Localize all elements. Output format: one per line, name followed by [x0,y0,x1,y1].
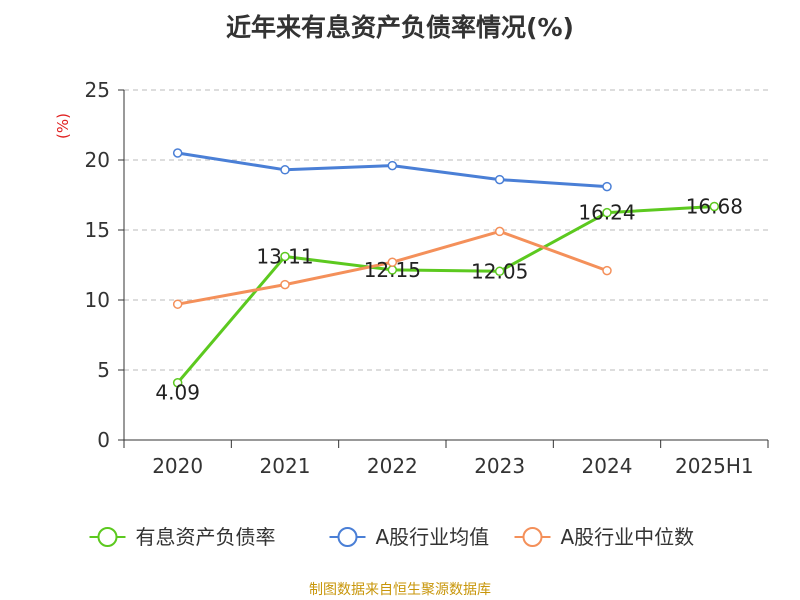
data-point [280,165,290,175]
source-note: 制图数据来自恒生聚源数据库 [309,582,491,598]
data-label: 12.05 [471,259,528,283]
series-line [176,204,715,384]
legend: 有息资产负债率 A股行业均值 A股行业中位数 [89,525,695,549]
legend-label: A股行业均值 [376,525,490,549]
x-tick-label: 2025H1 [675,454,754,478]
data-point [494,226,505,237]
data-point [602,207,612,218]
gridlines [124,89,768,371]
legend-item: A股行业均值 [329,525,490,549]
data-labels: 4.09 13.11 12.15 12.05 16.24 16.68 [155,194,743,404]
y-tick-label: 25 [85,78,110,102]
y-tick-label: 15 [85,218,110,242]
y-tick-label: 5 [97,358,110,382]
data-point [280,279,290,290]
data-label: 4.09 [155,381,200,405]
data-point [172,148,183,158]
data-point [494,266,505,277]
x-tick-label: 2023 [474,454,525,478]
data-point [387,257,398,267]
y-axis-label: (%) [54,113,72,139]
legend-item: A股行业中位数 [514,525,695,549]
x-tick-label: 2020 [152,454,203,478]
series-lines [172,148,720,388]
legend-label: A股行业中位数 [561,525,695,549]
data-point [602,181,612,192]
legend-label: 有息资产负债率 [136,525,276,549]
data-label: 16.68 [686,194,743,218]
data-label: 16.24 [578,201,635,225]
data-point [172,377,183,388]
data-label: 12.15 [364,258,421,282]
legend-marker [522,527,543,547]
data-point [280,251,290,262]
data-point [172,299,183,309]
data-point [494,174,505,185]
data-point [602,265,612,276]
axes: 0 5 10 15 20 25 (%) 2020 2021 2022 2023 2024 2025H1 [54,78,769,478]
x-tick-label: 2024 [582,454,633,478]
legend-marker [97,527,118,547]
data-point [387,160,398,171]
y-tick-label: 10 [85,288,110,312]
chart-title: 近年来有息资产负债率情况(%) [226,13,574,42]
data-label: 13.11 [256,244,313,268]
y-tick-label: 20 [85,148,110,172]
legend-marker [337,527,358,547]
x-tick-label: 2022 [367,454,418,478]
legend-item: 有息资产负债率 [89,525,276,549]
y-tick-label: 0 [97,428,110,452]
data-point [709,201,720,212]
x-tick-label: 2021 [260,454,311,478]
